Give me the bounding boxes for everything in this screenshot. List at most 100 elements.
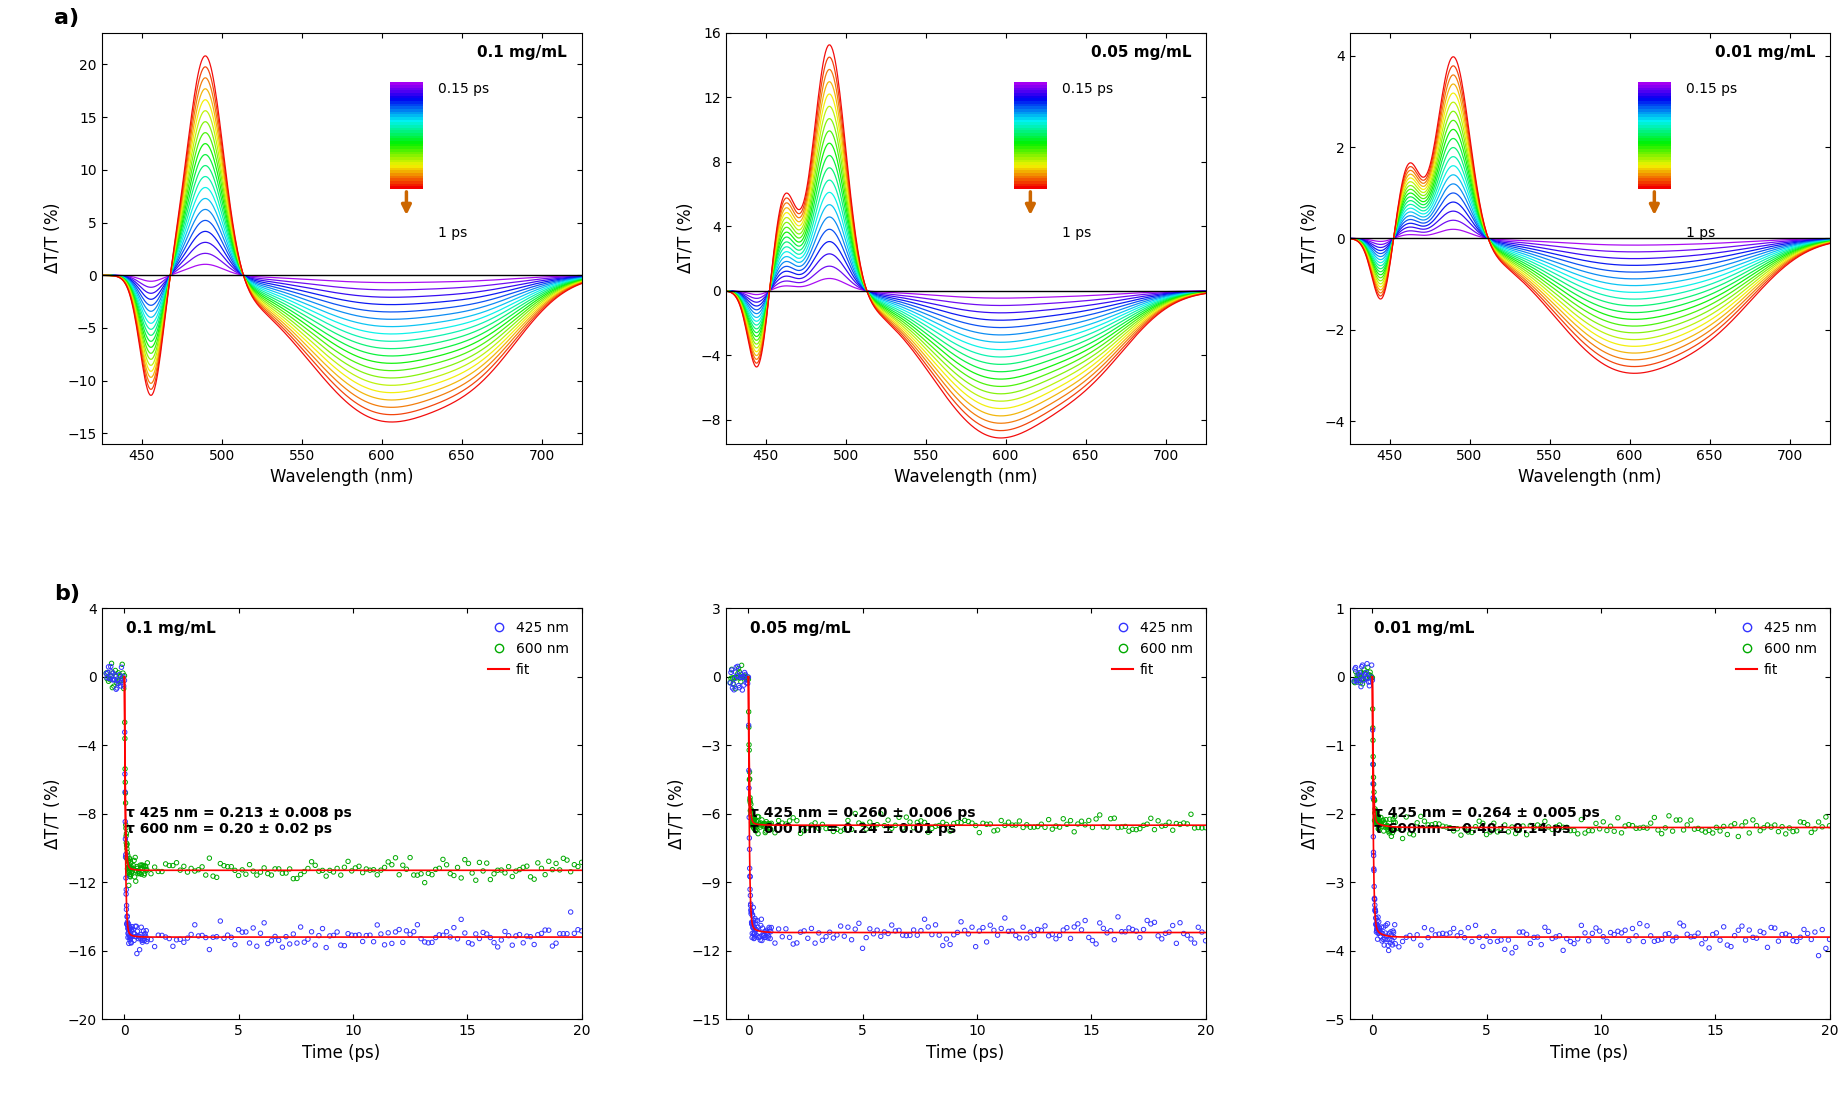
600 nm (737, 817, 767, 834)
Bar (1013, 144, 1048, 147)
600 nm (120, 872, 150, 890)
600 nm (468, 863, 497, 880)
600 nm (1364, 809, 1393, 826)
425 nm (468, 924, 497, 941)
425 nm (216, 928, 246, 946)
425 nm (771, 920, 800, 937)
600 nm (1364, 815, 1393, 833)
425 nm (737, 902, 767, 920)
Bar (390, 84, 423, 88)
600 nm (745, 808, 774, 825)
425 nm (194, 940, 224, 958)
425 nm (1044, 926, 1074, 944)
600 nm (1388, 830, 1417, 847)
425 nm (325, 936, 355, 954)
Bar (1013, 127, 1048, 130)
425 nm (1364, 922, 1393, 939)
425 nm (741, 921, 771, 938)
425 nm (1002, 927, 1031, 945)
425 nm (752, 922, 782, 939)
600 nm (1364, 814, 1393, 832)
425 nm (553, 925, 582, 943)
600 nm (322, 859, 351, 877)
600 nm (1100, 809, 1129, 826)
425 nm (1371, 916, 1401, 934)
425 nm (541, 935, 571, 952)
600 nm (1380, 813, 1410, 831)
600 nm (1395, 825, 1425, 843)
425 nm (115, 922, 144, 939)
425 nm (743, 918, 772, 936)
600 nm (556, 863, 586, 880)
600 nm (128, 859, 157, 877)
425 nm (1364, 909, 1393, 926)
425 nm (737, 907, 767, 925)
425 nm (115, 918, 144, 936)
600 nm (737, 814, 767, 832)
600 nm (1680, 821, 1709, 838)
600 nm (1373, 822, 1403, 840)
600 nm (1421, 814, 1451, 832)
425 nm (1770, 925, 1800, 943)
600 nm (541, 855, 571, 872)
425 nm (124, 927, 153, 945)
600 nm (1643, 821, 1672, 838)
600 nm (166, 861, 196, 879)
Bar (1637, 114, 1671, 117)
Legend: 425 nm, 600 nm, fit: 425 nm, 600 nm, fit (1107, 615, 1199, 682)
600 nm (961, 817, 991, 834)
425 nm (309, 920, 338, 937)
425 nm (1356, 669, 1386, 686)
600 nm (736, 802, 765, 820)
Bar (390, 125, 423, 127)
Bar (1637, 175, 1671, 179)
425 nm (1345, 666, 1375, 684)
600 nm (1111, 818, 1140, 835)
600 nm (1360, 814, 1390, 832)
425 nm (737, 903, 767, 921)
600 nm (1526, 818, 1556, 835)
Bar (1013, 117, 1048, 119)
600 nm (1103, 819, 1133, 836)
425 nm (837, 931, 867, 948)
425 nm (1360, 890, 1390, 907)
425 nm (1111, 923, 1140, 940)
425 nm (120, 925, 150, 943)
425 nm (351, 927, 381, 945)
425 nm (1349, 671, 1379, 688)
Bar (390, 119, 423, 123)
600 nm (493, 858, 523, 876)
425 nm (512, 927, 541, 945)
600 nm (848, 815, 878, 833)
Bar (1013, 114, 1048, 117)
425 nm (939, 926, 968, 944)
600 nm (1617, 817, 1647, 834)
425 nm (1345, 664, 1375, 682)
600 nm (113, 844, 142, 861)
425 nm (1366, 923, 1395, 940)
600 nm (340, 859, 370, 877)
600 nm (826, 822, 856, 840)
425 nm (1804, 947, 1833, 964)
425 nm (152, 928, 181, 946)
600 nm (837, 821, 867, 838)
425 nm (1811, 939, 1841, 957)
Bar (1637, 162, 1671, 165)
600 nm (527, 859, 556, 877)
600 nm (1658, 822, 1687, 840)
425 nm (1349, 672, 1379, 689)
425 nm (1055, 929, 1085, 947)
X-axis label: Time (ps): Time (ps) (303, 1043, 381, 1062)
600 nm (124, 863, 153, 880)
425 nm (1358, 775, 1388, 792)
Bar (1637, 144, 1671, 147)
600 nm (1362, 812, 1392, 830)
600 nm (1342, 670, 1371, 687)
425 nm (159, 937, 188, 955)
425 nm (111, 784, 140, 801)
600 nm (1403, 814, 1432, 832)
425 nm (785, 924, 815, 941)
425 nm (118, 927, 148, 945)
Text: τ 425 nm = 0.213 ± 0.008 ps
τ 600 nm = 0.20 ± 0.02 ps: τ 425 nm = 0.213 ± 0.008 ps τ 600 nm = 0… (126, 806, 351, 836)
Bar (1013, 181, 1048, 184)
